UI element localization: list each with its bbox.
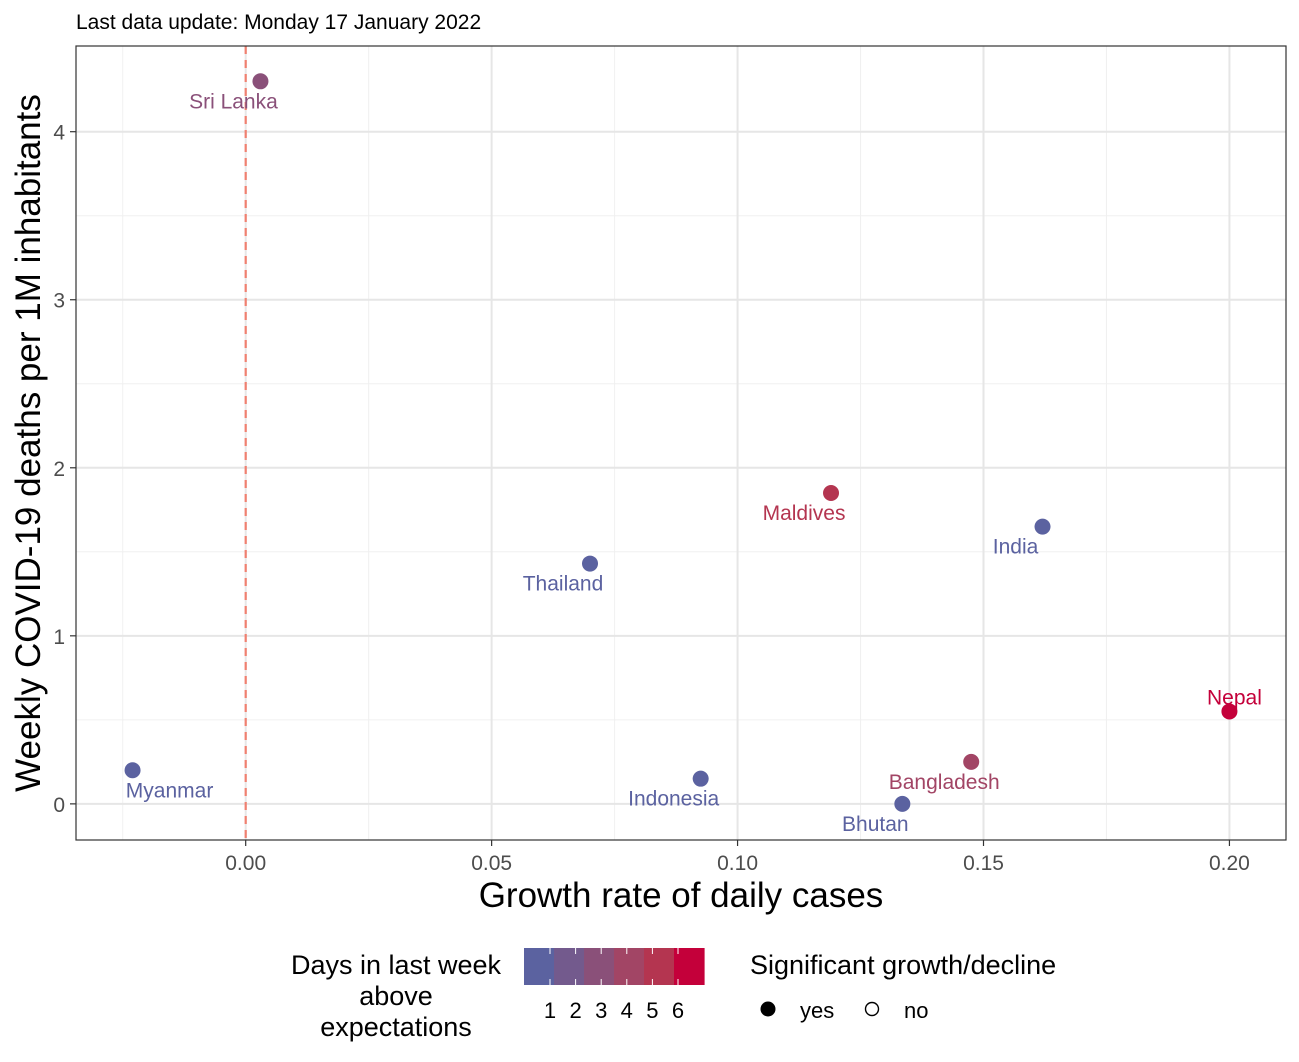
data-point-bhutan [894, 795, 911, 812]
legend-significance-yes-key [760, 1001, 776, 1017]
y-tick-label: 0 [53, 794, 65, 817]
data-point-maldives [823, 484, 840, 501]
x-tick-label: 0.00 [225, 852, 266, 875]
colorbar-segment [644, 948, 675, 985]
colorbar-segment [584, 948, 615, 985]
legend-significance-no-key [864, 1001, 880, 1017]
y-tick-label: 2 [53, 458, 65, 481]
colorbar-label: 4 [621, 998, 633, 1023]
data-label-indonesia: Indonesia [628, 788, 719, 811]
data-point-thailand [582, 555, 599, 572]
colorbar-segment [674, 948, 705, 985]
data-point-myanmar [124, 762, 141, 779]
colorbar-segment [524, 948, 555, 985]
data-point-indonesia [692, 770, 709, 787]
data-point-bangladesh [963, 753, 980, 770]
colorbar-segment [614, 948, 645, 985]
data-label-thailand: Thailand [523, 573, 604, 596]
legend-significance-yes-label: yes [800, 998, 834, 1023]
x-axis-title: Growth rate of daily cases [479, 876, 884, 915]
data-points [124, 73, 1238, 812]
chart-subtitle: Last data update: Monday 17 January 2022 [76, 11, 481, 34]
data-label-nepal: Nepal [1207, 686, 1262, 709]
colorbar-label: 1 [544, 998, 556, 1023]
legend-days-title-line1: Days in last week [291, 950, 502, 980]
data-point-labels: Sri Lanka Maldives India Thailand Nepal Bangl… [126, 90, 1262, 836]
x-tick-label: 0.15 [963, 852, 1004, 875]
y-tick-label: 4 [53, 122, 65, 145]
data-label-sri-lanka: Sri Lanka [189, 90, 278, 113]
data-label-india: India [993, 536, 1039, 559]
x-axis: 0.00 0.05 0.10 0.15 0.20 [225, 840, 1250, 875]
grid-minor [76, 46, 1286, 840]
data-label-bhutan: Bhutan [842, 813, 909, 836]
y-tick-label: 3 [53, 290, 65, 313]
colorbar-label: 5 [646, 998, 658, 1023]
data-point-india [1034, 518, 1051, 535]
data-label-bangladesh: Bangladesh [889, 771, 1000, 794]
colorbar-segment [554, 948, 585, 985]
y-tick-label: 1 [53, 626, 65, 649]
x-tick-label: 0.20 [1209, 852, 1250, 875]
data-point-sri-lanka [252, 73, 269, 90]
legend-days-title-line2: above [359, 981, 433, 1011]
colorbar-label: 2 [569, 998, 581, 1023]
data-label-myanmar: Myanmar [126, 779, 214, 802]
x-tick-label: 0.05 [471, 852, 512, 875]
y-axis: 0 1 2 3 4 [53, 122, 76, 817]
legend-significance-title: Significant growth/decline [750, 950, 1056, 980]
y-axis-title: Weekly COVID-19 deaths per 1M inhabitant… [9, 94, 48, 792]
data-point-nepal [1221, 703, 1238, 720]
plot-panel-border [75, 45, 1287, 841]
plot-panel [76, 46, 1286, 840]
colorbar-label: 3 [595, 998, 607, 1023]
data-label-maldives: Maldives [763, 502, 846, 525]
legend-significance-no-label: no [904, 998, 928, 1023]
colorbar-label: 6 [672, 998, 684, 1023]
legend-significance: Significant growth/decline yes no [750, 950, 1056, 1023]
x-tick-label: 0.10 [717, 852, 758, 875]
legend-days-title-line3: expectations [320, 1012, 472, 1042]
